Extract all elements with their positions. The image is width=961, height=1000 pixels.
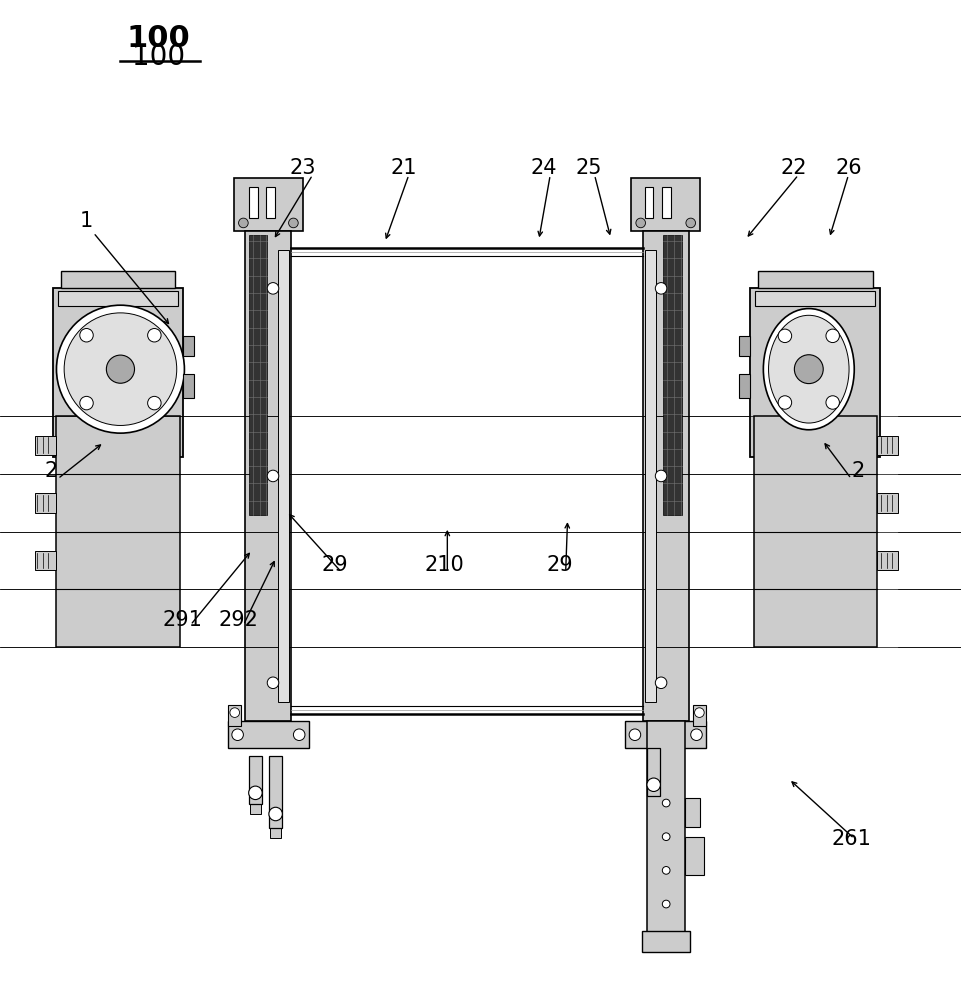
- Bar: [647, 721, 684, 933]
- Circle shape: [685, 218, 695, 228]
- Bar: [876, 493, 898, 513]
- Circle shape: [654, 677, 666, 689]
- Text: 261: 261: [830, 829, 871, 849]
- Bar: [58, 291, 178, 306]
- Circle shape: [825, 329, 839, 343]
- Text: 26: 26: [834, 158, 861, 178]
- Bar: [752, 416, 876, 647]
- Bar: [183, 374, 194, 398]
- Circle shape: [147, 329, 160, 342]
- Circle shape: [248, 786, 261, 800]
- Bar: [647, 748, 659, 796]
- Bar: [750, 288, 879, 457]
- Bar: [228, 721, 308, 748]
- Text: 29: 29: [321, 555, 348, 575]
- Circle shape: [267, 470, 279, 482]
- Circle shape: [694, 708, 703, 717]
- Bar: [249, 187, 258, 218]
- Bar: [684, 798, 699, 827]
- Bar: [642, 231, 688, 721]
- Circle shape: [293, 729, 305, 740]
- Bar: [757, 271, 872, 288]
- Bar: [876, 436, 898, 455]
- Bar: [35, 551, 56, 570]
- Bar: [738, 374, 750, 398]
- Bar: [61, 271, 175, 288]
- Circle shape: [230, 708, 239, 717]
- Bar: [228, 705, 241, 726]
- Bar: [183, 336, 194, 356]
- Text: 100: 100: [132, 43, 185, 71]
- Circle shape: [80, 329, 93, 342]
- Bar: [234, 178, 303, 231]
- Circle shape: [232, 729, 243, 740]
- Circle shape: [654, 283, 666, 294]
- Circle shape: [777, 396, 791, 409]
- Circle shape: [147, 396, 160, 410]
- Text: 1: 1: [80, 211, 93, 231]
- Bar: [644, 187, 653, 218]
- Bar: [663, 235, 681, 515]
- Bar: [692, 705, 705, 726]
- Text: 22: 22: [779, 158, 806, 178]
- Bar: [661, 187, 670, 218]
- Text: 21: 21: [390, 158, 417, 178]
- Circle shape: [825, 396, 839, 409]
- Circle shape: [267, 283, 279, 294]
- Text: 2: 2: [850, 461, 864, 481]
- Bar: [278, 250, 289, 702]
- Bar: [630, 178, 700, 231]
- Circle shape: [80, 396, 93, 410]
- Text: 292: 292: [218, 610, 259, 630]
- Circle shape: [661, 900, 669, 908]
- Circle shape: [794, 355, 823, 384]
- Circle shape: [777, 329, 791, 343]
- Ellipse shape: [763, 309, 853, 430]
- Circle shape: [661, 867, 669, 874]
- Bar: [269, 756, 282, 828]
- Circle shape: [57, 305, 185, 433]
- Bar: [249, 756, 261, 804]
- Bar: [250, 804, 260, 814]
- Circle shape: [654, 470, 666, 482]
- Bar: [625, 721, 705, 748]
- Circle shape: [238, 218, 248, 228]
- Bar: [754, 291, 875, 306]
- Bar: [53, 288, 183, 457]
- Bar: [35, 436, 56, 455]
- Text: 291: 291: [162, 610, 203, 630]
- Bar: [35, 493, 56, 513]
- Circle shape: [269, 807, 283, 821]
- Text: 23: 23: [289, 158, 316, 178]
- Bar: [270, 828, 281, 838]
- Text: 25: 25: [575, 158, 602, 178]
- Bar: [56, 416, 180, 647]
- Text: 210: 210: [424, 555, 464, 575]
- Text: 2: 2: [44, 461, 58, 481]
- Circle shape: [635, 218, 645, 228]
- Bar: [249, 235, 267, 515]
- Text: 100: 100: [127, 24, 190, 53]
- Text: 24: 24: [530, 158, 556, 178]
- Circle shape: [107, 355, 135, 383]
- Bar: [266, 187, 275, 218]
- Bar: [245, 231, 291, 721]
- Circle shape: [64, 313, 177, 425]
- Text: 29: 29: [546, 555, 573, 575]
- Bar: [876, 551, 898, 570]
- Circle shape: [628, 729, 640, 740]
- Circle shape: [288, 218, 298, 228]
- Bar: [648, 796, 658, 806]
- Bar: [684, 837, 703, 875]
- Circle shape: [646, 778, 659, 791]
- Circle shape: [661, 799, 669, 807]
- Circle shape: [690, 729, 702, 740]
- Bar: [642, 931, 689, 952]
- Circle shape: [661, 833, 669, 841]
- Ellipse shape: [768, 315, 849, 423]
- Bar: [644, 250, 655, 702]
- Circle shape: [267, 677, 279, 689]
- Bar: [738, 336, 750, 356]
